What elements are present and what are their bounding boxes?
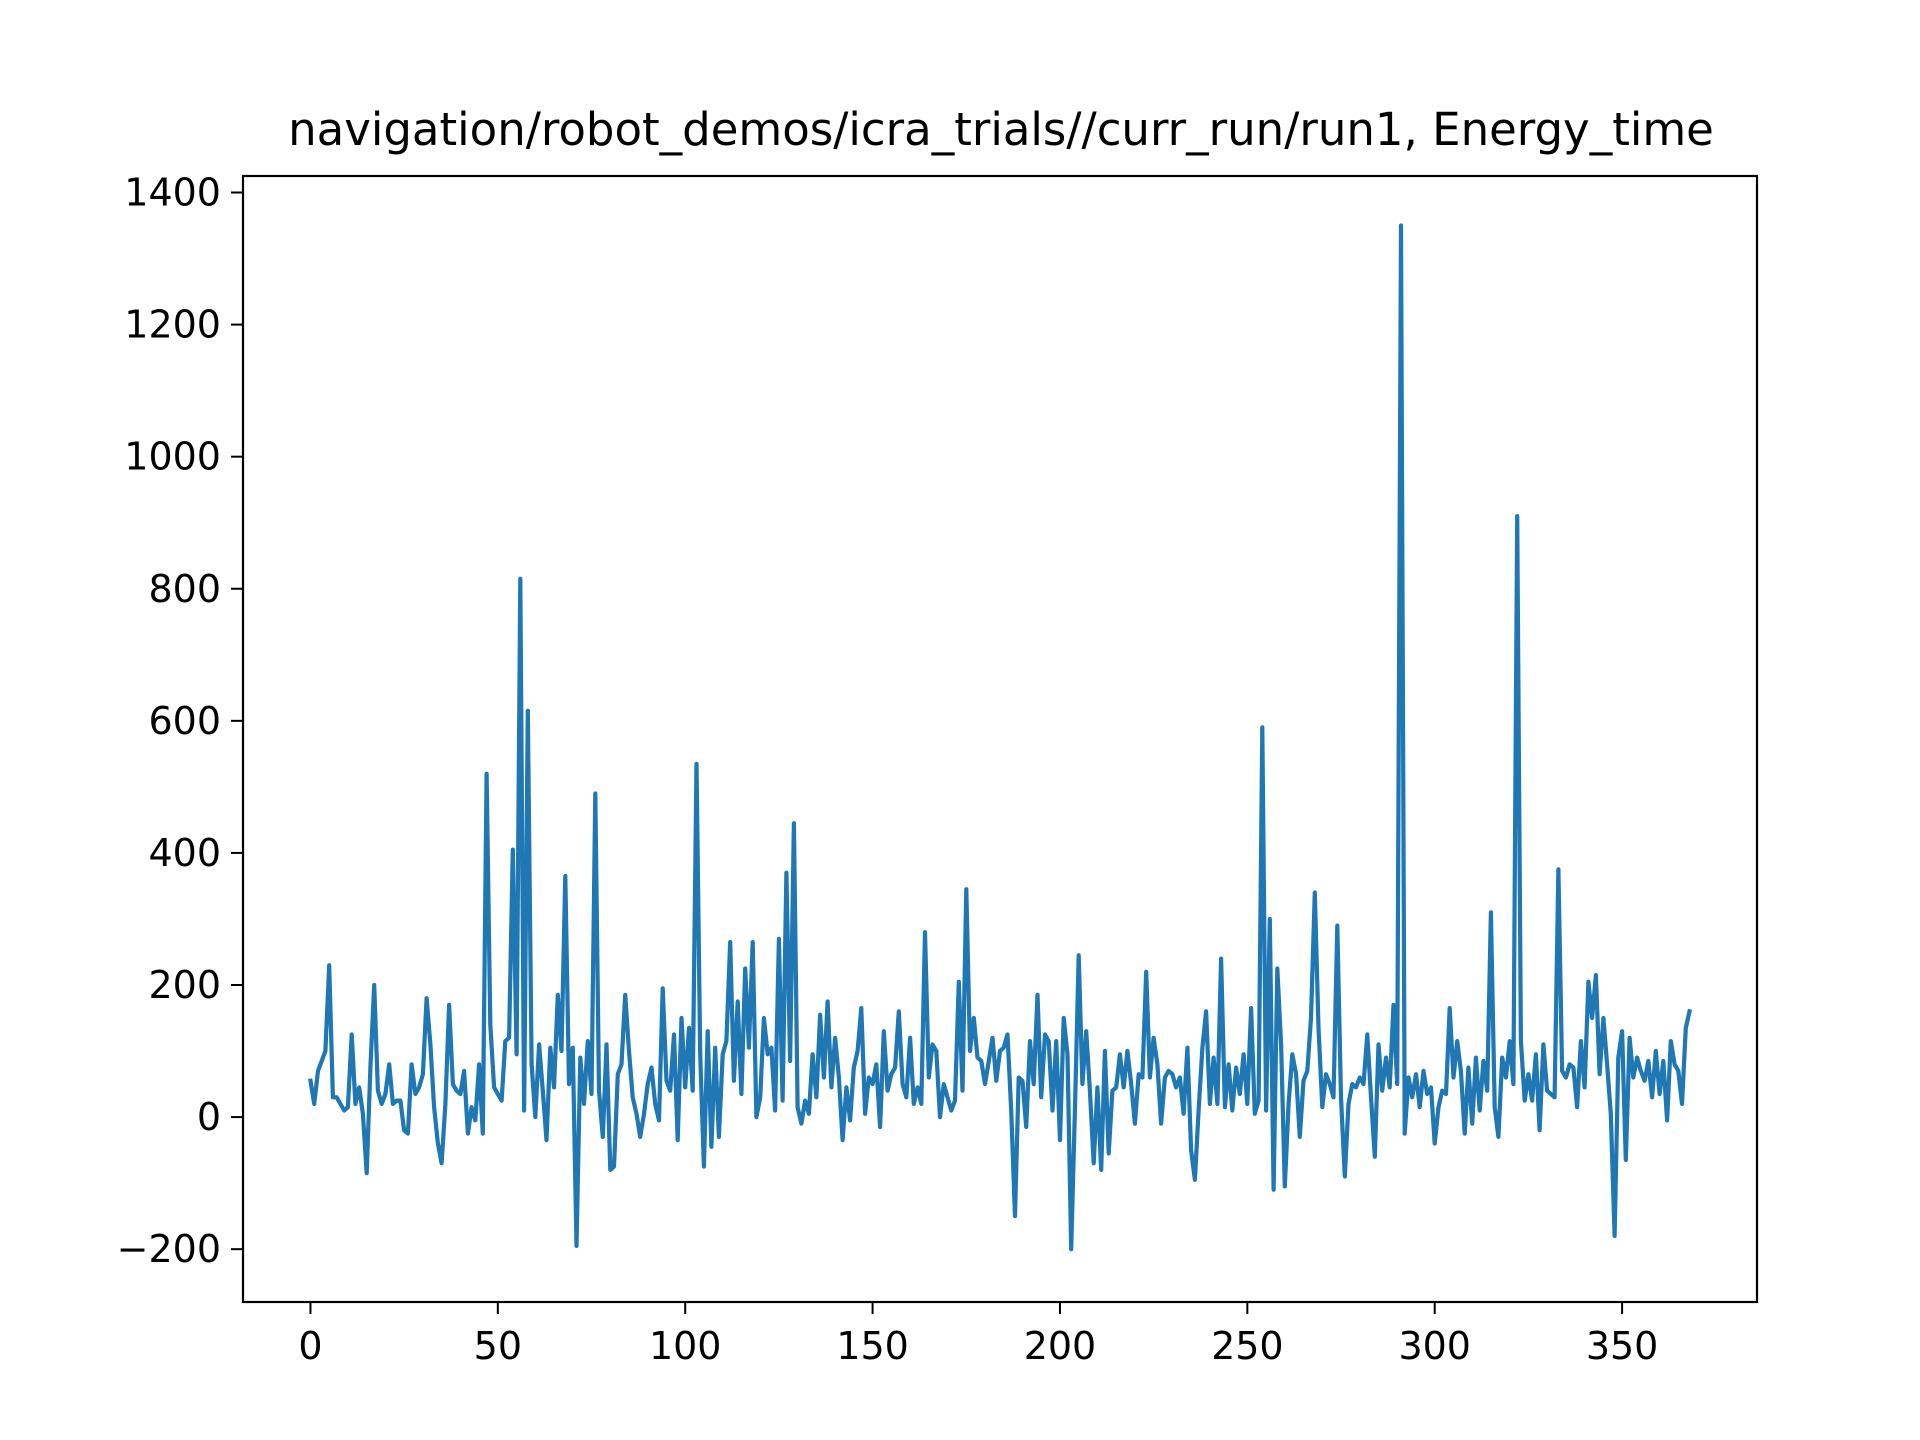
- x-tick-label: 0: [298, 1324, 322, 1368]
- y-axis: −200 0 200 400 600 800 1000 1200 1400: [117, 171, 243, 1271]
- series-line-0: [308, 223, 1693, 1252]
- x-axis: 0 50 100 150 200 250 300 350: [298, 1302, 1658, 1368]
- x-tick-label: 200: [1024, 1324, 1097, 1368]
- plot-frame: [241, 174, 1759, 1304]
- y-tick-label: 600: [148, 699, 221, 743]
- x-tick-label: 150: [836, 1324, 909, 1368]
- y-tick-label: 0: [197, 1095, 221, 1139]
- y-tick-label: 400: [148, 831, 221, 875]
- y-tick-label: 1200: [124, 303, 221, 347]
- chart-title: navigation/robot_demos/icra_trials//curr…: [288, 103, 1714, 156]
- x-tick-label: 100: [649, 1324, 722, 1368]
- x-tick-label: 50: [474, 1324, 522, 1368]
- y-tick-label: −200: [117, 1227, 221, 1271]
- y-tick-label: 800: [148, 567, 221, 611]
- y-tick-label: 1000: [124, 435, 221, 479]
- x-tick-label: 350: [1586, 1324, 1659, 1368]
- x-tick-label: 300: [1398, 1324, 1471, 1368]
- plot-content: [308, 223, 1693, 1252]
- x-tick-label: 250: [1211, 1324, 1284, 1368]
- y-tick-label: 1400: [124, 171, 221, 215]
- y-tick-label: 200: [148, 963, 221, 1007]
